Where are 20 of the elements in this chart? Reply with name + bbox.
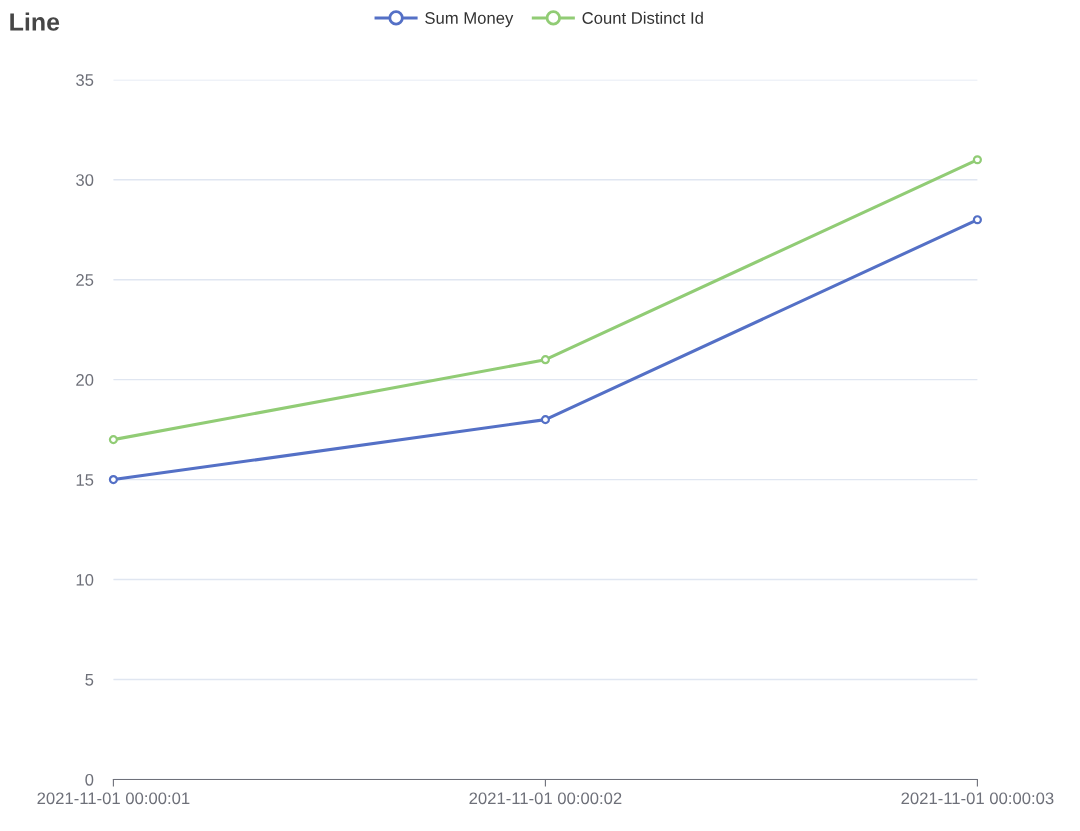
x-tick-label: 2021-11-01 00:00:02 (469, 792, 622, 805)
point (540, 355, 550, 365)
legend-label: Sum Money (425, 12, 514, 28)
point (972, 155, 982, 165)
point (108, 435, 118, 445)
y-tick-label: 35 (76, 74, 94, 86)
y-tick-label: 25 (76, 274, 94, 286)
x-tick-label: 2021-11-01 00:00:01 (37, 792, 190, 805)
chart-title: Line (10, 12, 60, 31)
y-tick-label: 20 (76, 374, 94, 386)
legend-label: Count Distinct Id (582, 11, 703, 24)
y-tick-label: 15 (76, 474, 94, 486)
point (540, 415, 550, 425)
y-tick-label: 5 (85, 674, 94, 686)
point (108, 475, 118, 485)
y-tick-label: 10 (76, 573, 94, 586)
point (972, 215, 982, 225)
x-tick-label: 2021-11-01 00:00:03 (901, 792, 1054, 805)
y-tick-label: 0 (85, 773, 94, 786)
y-tick-label: 30 (76, 174, 94, 186)
